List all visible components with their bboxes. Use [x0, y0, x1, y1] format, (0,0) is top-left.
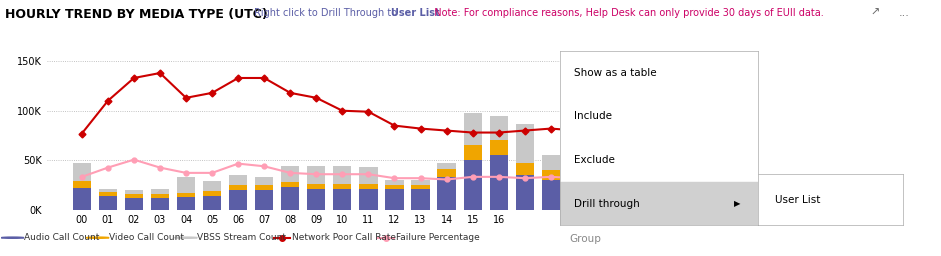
Text: User List: User List	[391, 8, 439, 18]
Bar	[516, 163, 534, 175]
Text: User List: User List	[775, 195, 821, 205]
Bar	[386, 180, 404, 185]
Bar	[333, 184, 352, 189]
Bar	[72, 163, 91, 181]
Bar	[255, 190, 273, 210]
Bar	[229, 185, 247, 190]
Bar	[333, 166, 352, 184]
Bar	[99, 196, 117, 210]
Bar	[333, 189, 352, 210]
Bar	[307, 166, 326, 184]
Bar	[489, 155, 508, 210]
Circle shape	[175, 237, 198, 238]
Bar	[438, 169, 455, 177]
Bar	[411, 185, 430, 189]
Text: ▶: ▶	[734, 199, 741, 208]
Bar	[151, 198, 169, 210]
Bar	[560, 182, 758, 225]
Text: Right click to Drill Through to: Right click to Drill Through to	[254, 8, 400, 18]
Bar	[281, 187, 299, 210]
Bar	[438, 177, 455, 210]
Bar	[359, 189, 377, 210]
Bar	[489, 141, 508, 155]
Bar	[359, 184, 377, 189]
Text: Exclude: Exclude	[574, 155, 614, 165]
Bar	[99, 192, 117, 196]
Bar	[542, 180, 560, 210]
Bar	[281, 182, 299, 187]
Bar	[307, 189, 326, 210]
Text: Failure Percentage: Failure Percentage	[396, 233, 480, 242]
Bar	[151, 194, 169, 198]
Text: Video Call Count: Video Call Count	[109, 233, 184, 242]
Bar	[567, 166, 586, 178]
Bar	[203, 191, 221, 196]
Bar	[72, 188, 91, 210]
Circle shape	[1, 237, 24, 238]
Bar	[464, 160, 482, 210]
Text: Network Poor Call Rate: Network Poor Call Rate	[292, 233, 396, 242]
Bar	[411, 180, 430, 185]
Text: Drill through: Drill through	[574, 198, 640, 209]
Bar	[567, 185, 586, 210]
Text: VBSS Stream Count: VBSS Stream Count	[198, 233, 286, 242]
Bar	[464, 113, 482, 145]
Bar	[229, 175, 247, 185]
Bar	[516, 124, 534, 163]
Bar	[542, 170, 560, 180]
Bar	[125, 190, 143, 194]
Text: ↗: ↗	[870, 8, 880, 18]
Bar	[177, 177, 195, 193]
Bar	[72, 181, 91, 188]
Bar	[516, 175, 534, 210]
Bar	[255, 177, 273, 185]
Text: Show as a table: Show as a table	[574, 68, 657, 78]
Bar	[151, 189, 169, 194]
Bar	[229, 190, 247, 210]
Bar	[203, 196, 221, 210]
Bar	[542, 155, 560, 170]
Bar	[281, 166, 299, 182]
Text: ...: ...	[899, 8, 910, 18]
Bar	[203, 181, 221, 191]
Text: Audio Call Count: Audio Call Count	[24, 233, 100, 242]
Bar	[411, 189, 430, 210]
Text: Note: For compliance reasons, Help Desk can only provide 30 days of EUII data.: Note: For compliance reasons, Help Desk …	[428, 8, 824, 18]
Text: Group: Group	[569, 234, 601, 244]
Bar	[567, 178, 586, 185]
Bar	[125, 198, 143, 210]
Bar	[438, 163, 455, 169]
Bar	[386, 189, 404, 210]
Bar	[359, 167, 377, 184]
Bar	[99, 189, 117, 192]
Text: HOURLY TREND BY MEDIA TYPE (UTC): HOURLY TREND BY MEDIA TYPE (UTC)	[5, 8, 267, 21]
Circle shape	[87, 237, 109, 238]
Text: Include: Include	[574, 111, 612, 122]
Bar	[177, 197, 195, 210]
Bar	[255, 185, 273, 190]
Bar	[386, 185, 404, 189]
Bar	[489, 116, 508, 141]
Bar	[307, 184, 326, 189]
Bar	[464, 145, 482, 160]
Bar	[177, 193, 195, 197]
Bar	[125, 194, 143, 198]
